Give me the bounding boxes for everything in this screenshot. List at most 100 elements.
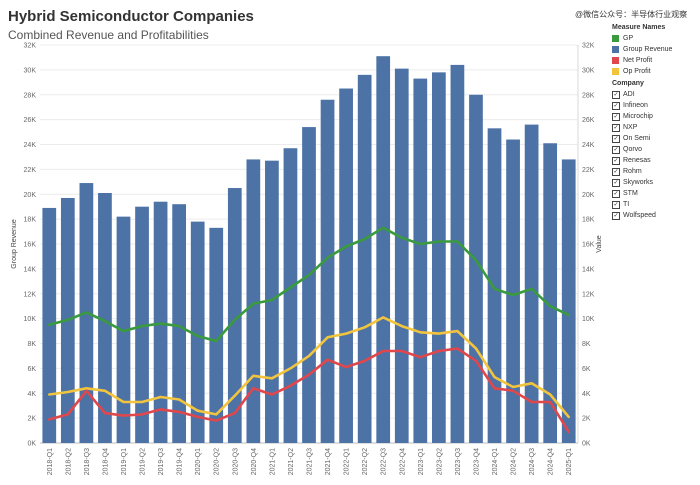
x-tick-label: 2020-Q3: [232, 448, 239, 475]
checkbox-icon[interactable]: ✓: [612, 211, 620, 220]
bar-group-revenue: [190, 221, 205, 443]
x-tick-label: 2021-Q3: [307, 448, 314, 475]
legend-item-group-revenue[interactable]: Group Revenue: [612, 44, 672, 55]
company-filter-item[interactable]: ✓ Rohm: [612, 166, 656, 177]
x-tick-label: 2024-Q3: [529, 448, 536, 475]
checkbox-icon[interactable]: ✓: [612, 134, 620, 143]
company-label: ADI: [623, 91, 635, 98]
y2-tick-label: 26K: [582, 117, 595, 124]
company-label: NXP: [623, 124, 638, 131]
legend-label: GP: [623, 35, 634, 42]
y2-tick-label: 12K: [582, 291, 595, 298]
x-tick-label: 2021-Q2: [288, 448, 295, 475]
bar-group-revenue: [302, 127, 316, 444]
y2-tick-label: 18K: [582, 217, 595, 224]
company-label: Infineon: [623, 102, 648, 109]
bar-group-revenue: [431, 72, 446, 444]
legend-label: Op Profit: [623, 68, 651, 75]
x-tick-label: 2023-Q2: [436, 448, 443, 475]
legend-item-op-profit[interactable]: Op Profit: [612, 66, 672, 77]
measure-legend-title: Measure Names: [612, 24, 666, 31]
company-filter-item[interactable]: ✓ On Semi: [612, 133, 656, 144]
line-op-profit: [47, 316, 571, 419]
checkbox-icon[interactable]: ✓: [612, 178, 620, 187]
company-filter-item[interactable]: ✓ Skyworks: [612, 177, 656, 188]
company-label: TI: [623, 201, 630, 208]
company-filter-item[interactable]: ✓ Infineon: [612, 100, 656, 111]
x-tick-label: 2020-Q4: [251, 448, 258, 475]
company-filter: Company ✓ ADI ✓ Infineon ✓ Microchip ✓ NXP ✓ On S…: [612, 80, 656, 221]
x-tick-label: 2019-Q4: [177, 448, 184, 475]
y-tick-label: 16K: [24, 242, 37, 249]
company-label: STM: [623, 190, 638, 197]
y-tick-label: 14K: [24, 266, 37, 273]
line-net-profit: [47, 347, 571, 434]
chart-subtitle: Combined Revenue and Profitabilities: [8, 28, 209, 42]
legend-swatch: [612, 57, 619, 64]
legend-item-gp[interactable]: GP: [612, 33, 672, 44]
y-tick-label: 22K: [24, 167, 37, 174]
company-filter-item[interactable]: ✓ STM: [612, 188, 656, 199]
company-label: Skyworks: [623, 179, 653, 186]
company-filter-item[interactable]: ✓ TI: [612, 199, 656, 210]
x-tick-label: 2022-Q3: [381, 448, 388, 475]
legend-item-net-profit[interactable]: Net Profit: [612, 55, 672, 66]
y2-tick-label: 2K: [582, 416, 591, 423]
x-tick-label: 2024-Q4: [548, 448, 555, 475]
x-tick-label: 2019-Q3: [158, 448, 165, 475]
bar-group-revenue: [339, 88, 353, 443]
bar-group-revenue: [376, 56, 391, 443]
company-label: Rohm: [623, 168, 642, 175]
company-label: Wolfspeed: [623, 212, 656, 219]
checkbox-icon[interactable]: ✓: [612, 167, 620, 176]
y-tick-label: 24K: [24, 142, 37, 149]
bar-group-revenue: [209, 227, 224, 443]
line-gp: [47, 226, 571, 343]
x-tick-label: 2022-Q2: [362, 448, 369, 475]
x-tick-label: 2020-Q2: [214, 448, 221, 475]
checkbox-icon[interactable]: ✓: [612, 145, 620, 154]
y-tick-label: 10K: [24, 316, 37, 323]
y-tick-label: 30K: [24, 67, 37, 74]
checkbox-icon[interactable]: ✓: [612, 123, 620, 132]
company-filter-item[interactable]: ✓ Microchip: [612, 111, 656, 122]
bar-group-revenue: [487, 128, 502, 444]
company-label: Microchip: [623, 113, 653, 120]
legend-label: Net Profit: [623, 57, 653, 64]
x-tick-label: 2018-Q3: [84, 448, 91, 475]
bar-group-revenue: [524, 124, 539, 443]
y-tick-label: 18K: [24, 217, 37, 224]
x-tick-label: 2024-Q1: [492, 448, 499, 475]
checkbox-icon[interactable]: ✓: [612, 90, 620, 99]
company-filter-item[interactable]: ✓ ADI: [612, 89, 656, 100]
checkbox-icon[interactable]: ✓: [612, 200, 620, 209]
company-filter-item[interactable]: ✓ Renesas: [612, 155, 656, 166]
company-filter-item[interactable]: ✓ Qorvo: [612, 144, 656, 155]
y2-tick-label: 0K: [582, 441, 591, 448]
y2-tick-label: 8K: [582, 341, 591, 348]
x-tick-label: 2020-Q1: [195, 448, 202, 475]
y2-tick-label: 20K: [582, 192, 595, 199]
y-tick-label: 2K: [27, 416, 36, 423]
bar-group-revenue: [450, 64, 465, 444]
y2-tick-label: 6K: [582, 366, 591, 373]
checkbox-icon[interactable]: ✓: [612, 101, 620, 110]
watermark: @微信公众号：半导体行业观察: [575, 10, 688, 19]
x-tick-label: 2018-Q2: [65, 448, 72, 475]
bar-group-revenue: [265, 160, 279, 443]
company-filter-item[interactable]: ✓ NXP: [612, 122, 656, 133]
y2-tick-label: 16K: [582, 242, 595, 249]
y2-tick-label: 32K: [582, 43, 595, 50]
checkbox-icon[interactable]: ✓: [612, 112, 620, 121]
checkbox-icon[interactable]: ✓: [612, 156, 620, 165]
bar-group-revenue: [320, 99, 335, 443]
company-filter-item[interactable]: ✓ Wolfspeed: [612, 210, 656, 221]
checkbox-icon[interactable]: ✓: [612, 189, 620, 198]
x-tick-label: 2021-Q4: [325, 448, 332, 475]
y-tick-label: 6K: [27, 366, 36, 373]
y-tick-label: 26K: [24, 117, 37, 124]
x-tick-label: 2018-Q1: [47, 448, 54, 475]
y2-tick-label: 28K: [582, 92, 595, 99]
x-tick-label: 2021-Q1: [269, 448, 276, 475]
bar-group-revenue: [283, 148, 298, 443]
